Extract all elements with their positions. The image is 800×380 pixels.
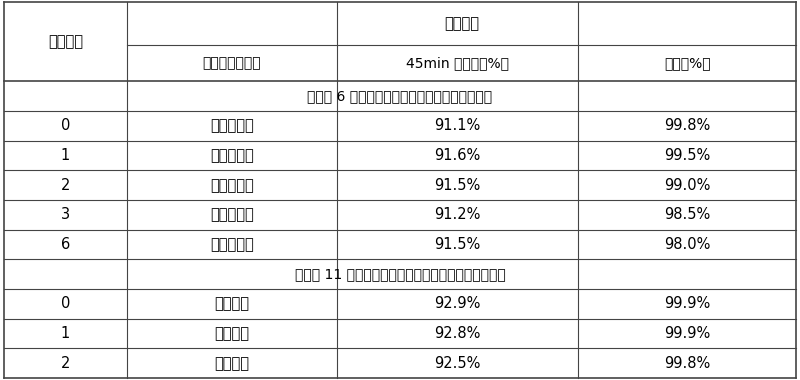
Text: 99.8%: 99.8% (664, 119, 710, 133)
Text: 91.2%: 91.2% (434, 207, 481, 222)
Text: 2: 2 (61, 356, 70, 371)
Text: 类白色粉末: 类白色粉末 (210, 237, 254, 252)
Text: 98.5%: 98.5% (664, 207, 710, 222)
Text: 91.6%: 91.6% (434, 148, 481, 163)
Text: 98.0%: 98.0% (664, 237, 710, 252)
Text: 99.9%: 99.9% (664, 326, 710, 341)
Text: 99.9%: 99.9% (664, 296, 710, 312)
Text: 类白色粉末: 类白色粉末 (210, 148, 254, 163)
Text: 类白色片: 类白色片 (214, 356, 250, 371)
Text: 99.8%: 99.8% (664, 356, 710, 371)
Text: 1: 1 (61, 148, 70, 163)
Text: 考察项目: 考察项目 (444, 16, 479, 31)
Text: 类白色粉末: 类白色粉末 (210, 207, 254, 222)
Text: 92.9%: 92.9% (434, 296, 481, 312)
Text: 6: 6 (61, 237, 70, 252)
Text: 99.5%: 99.5% (664, 148, 710, 163)
Text: 实施例 11 环木菠萝烯醇阿魏酸酯固体分散体片剂样品: 实施例 11 环木菠萝烯醇阿魏酸酯固体分散体片剂样品 (294, 267, 506, 281)
Text: 91.5%: 91.5% (434, 178, 481, 193)
Text: 3: 3 (61, 207, 70, 222)
Text: 含量（%）: 含量（%） (664, 56, 710, 70)
Text: 92.8%: 92.8% (434, 326, 481, 341)
Text: 类白色片: 类白色片 (214, 296, 250, 312)
Text: 91.5%: 91.5% (434, 237, 481, 252)
Text: 类白色粉末: 类白色粉末 (210, 178, 254, 193)
Text: 试验时间: 试验时间 (48, 34, 83, 49)
Text: 2: 2 (61, 178, 70, 193)
Text: 1: 1 (61, 326, 70, 341)
Text: 固体分散体外观: 固体分散体外观 (202, 56, 261, 70)
Text: 99.0%: 99.0% (664, 178, 710, 193)
Text: 91.1%: 91.1% (434, 119, 481, 133)
Text: 45min 溢出度（%）: 45min 溢出度（%） (406, 56, 509, 70)
Text: 类白色粉末: 类白色粉末 (210, 119, 254, 133)
Text: 0: 0 (61, 296, 70, 312)
Text: 实施例 6 环木菠萝烯醇阿魏酸酯固体分散体样品: 实施例 6 环木菠萝烯醇阿魏酸酯固体分散体样品 (307, 89, 493, 103)
Text: 92.5%: 92.5% (434, 356, 481, 371)
Text: 0: 0 (61, 119, 70, 133)
Text: 类白色片: 类白色片 (214, 326, 250, 341)
